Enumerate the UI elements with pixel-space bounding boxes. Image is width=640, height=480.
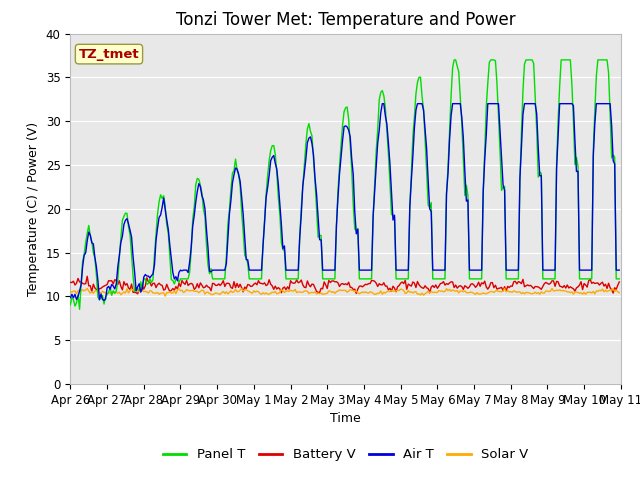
Y-axis label: Temperature (C) / Power (V): Temperature (C) / Power (V) [28,122,40,296]
Legend: Panel T, Battery V, Air T, Solar V: Panel T, Battery V, Air T, Solar V [157,443,534,467]
Text: TZ_tmet: TZ_tmet [79,48,140,60]
Title: Tonzi Tower Met: Temperature and Power: Tonzi Tower Met: Temperature and Power [176,11,515,29]
X-axis label: Time: Time [330,412,361,425]
